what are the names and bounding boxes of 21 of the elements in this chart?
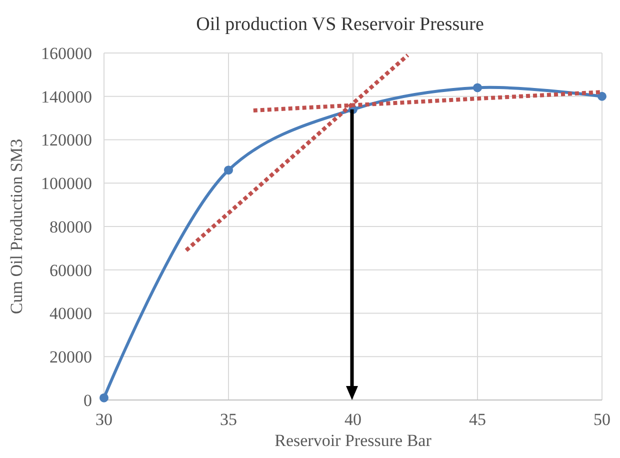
- y-tick-label: 140000: [41, 87, 92, 106]
- y-tick-label: 120000: [41, 130, 92, 150]
- y-tick-label: 100000: [41, 174, 92, 194]
- y-tick-label: 0: [84, 390, 92, 410]
- y-tick-label: 60000: [50, 260, 92, 280]
- point: [473, 83, 482, 92]
- y-tick-label: 40000: [50, 304, 92, 324]
- x-tick-label: 45: [469, 410, 486, 429]
- x-tick-label: 40: [344, 410, 362, 429]
- x-tick-label: 30: [96, 410, 112, 429]
- point: [598, 92, 606, 101]
- y-tick-label: 80000: [50, 217, 92, 236]
- y-tick-label: 160000: [41, 44, 92, 63]
- x-axis-title: Reservoir Pressure Bar: [274, 431, 432, 450]
- point: [100, 393, 108, 402]
- y-axis-title: Cum Oil Production SM3: [7, 138, 26, 314]
- chart-title: Oil production VS Reservoir Pressure: [196, 14, 484, 35]
- y-tick-label: 20000: [50, 348, 92, 367]
- point: [224, 166, 233, 175]
- x-tick-label: 35: [220, 410, 237, 429]
- x-tick-label: 50: [594, 410, 610, 429]
